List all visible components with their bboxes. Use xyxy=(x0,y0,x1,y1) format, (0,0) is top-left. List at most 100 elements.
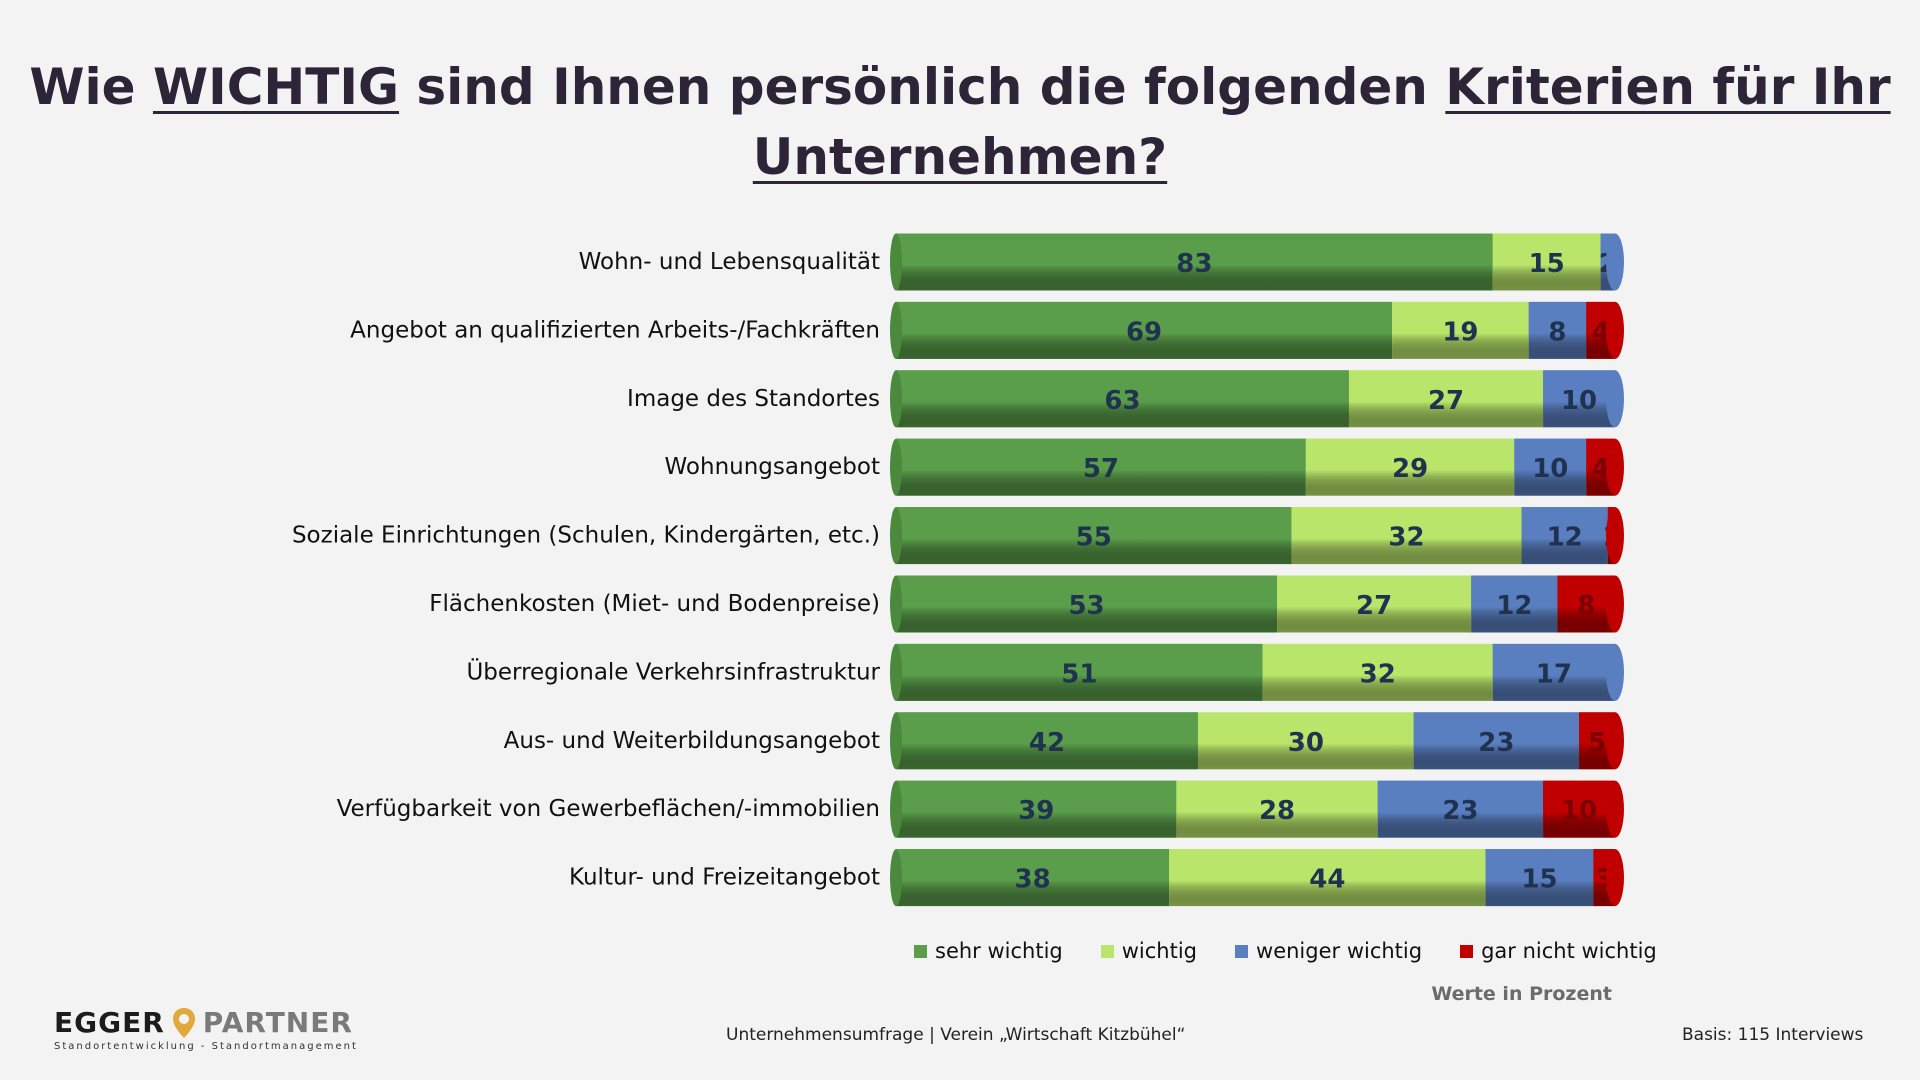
data-label: 15 xyxy=(1529,249,1565,279)
bar-end-cap xyxy=(1606,712,1624,770)
bar-end-cap xyxy=(1606,301,1624,359)
bar-segment-shade xyxy=(896,301,1393,359)
bar-segment-shade xyxy=(1392,301,1529,359)
bar-segment-shade xyxy=(1492,233,1601,291)
bar-segment-shade xyxy=(896,507,1292,565)
title-text-2: sind Ihnen persönlich die folgenden xyxy=(399,58,1446,116)
legend-swatch-gar-nicht-wichtig xyxy=(1460,944,1474,958)
legend-label-wichtig: wichtig xyxy=(1121,939,1198,963)
data-label: 17 xyxy=(1536,659,1572,689)
data-label: 32 xyxy=(1388,523,1424,553)
bar-segment-shade xyxy=(1291,507,1522,565)
data-label: 51 xyxy=(1061,659,1097,689)
data-label: 23 xyxy=(1478,728,1514,758)
bar-segment-shade xyxy=(896,575,1278,633)
category-label: Flächenkosten (Miet- und Bodenpreise) xyxy=(429,591,880,617)
bar-segment-shade xyxy=(1543,780,1615,838)
category-label: Überregionale Verkehrsinfrastruktur xyxy=(466,657,880,685)
title-line-2: Unternehmen? xyxy=(0,122,1920,192)
title-emphasis-wichtig: WICHTIG xyxy=(152,58,399,116)
bar-start-cap xyxy=(890,712,902,770)
bar-segment-shade xyxy=(1514,438,1587,496)
category-label: Aus- und Weiterbildungsangebot xyxy=(504,728,880,754)
data-label: 44 xyxy=(1309,865,1345,895)
title-text-1: Wie xyxy=(29,58,153,116)
legend-label-gar-nicht-wichtig: gar nicht wichtig xyxy=(1481,939,1657,963)
data-label: 15 xyxy=(1521,865,1557,895)
data-label: 10 xyxy=(1532,454,1568,484)
data-label: 63 xyxy=(1104,386,1140,416)
data-label: 19 xyxy=(1442,317,1478,347)
legend-item-weniger-wichtig: weniger wichtig xyxy=(1235,939,1422,963)
bar-end-cap xyxy=(1606,438,1624,496)
logo-wordmark: EGGER PARTNER xyxy=(54,1006,358,1039)
category-label: Soziale Einrichtungen (Schulen, Kindergä… xyxy=(292,523,880,549)
bar-segment-shade xyxy=(1528,301,1587,359)
bar-end-cap xyxy=(1606,575,1624,633)
bar-segment-shade xyxy=(1377,780,1544,838)
bar-start-cap xyxy=(890,780,902,838)
footer-survey: Unternehmensumfrage | Verein „Wirtschaft… xyxy=(726,1025,1186,1045)
bar-segment-shade xyxy=(1169,849,1486,907)
category-label: Wohnungsangebot xyxy=(665,454,880,480)
unit-note: Werte in Prozent xyxy=(1431,983,1612,1005)
data-label: 8 xyxy=(1548,317,1566,347)
category-label: Image des Standortes xyxy=(627,386,880,412)
data-label: 10 xyxy=(1561,386,1597,416)
logo-name-left: EGGER xyxy=(54,1006,165,1039)
title-line-1: Wie WICHTIG sind Ihnen persönlich die fo… xyxy=(0,52,1920,122)
legend-item-wichtig: wichtig xyxy=(1100,939,1198,963)
bar-segment-shade xyxy=(896,438,1306,496)
legend-swatch-wichtig xyxy=(1100,944,1114,958)
bar-segment-shade xyxy=(1262,643,1493,701)
bar-end-cap xyxy=(1606,370,1624,428)
footer-basis: Basis: 115 Interviews xyxy=(1682,1025,1864,1045)
logo-tagline: Standortentwicklung - Standortmanagement xyxy=(54,1041,358,1052)
data-label: 5 xyxy=(1588,728,1606,758)
category-label: Angebot an qualifizierten Arbeits-/Fachk… xyxy=(350,317,880,343)
legend-swatch-weniger-wichtig xyxy=(1235,944,1249,958)
bar-segment-shade xyxy=(1557,575,1615,633)
bar-segment-shade xyxy=(896,370,1349,428)
bar-end-cap xyxy=(1606,780,1624,838)
stacked-bar-chart: Wohn- und Lebensqualität83152Angebot an … xyxy=(292,233,1624,907)
bar-segment-shade xyxy=(896,849,1170,907)
legend-item-sehr-wichtig: sehr wichtig xyxy=(914,939,1063,963)
data-label: 83 xyxy=(1176,249,1212,279)
bar-segment-shade xyxy=(1348,370,1544,428)
bar-segment-shade xyxy=(896,712,1198,770)
data-label: 53 xyxy=(1068,591,1104,621)
bar-end-cap xyxy=(1606,233,1624,291)
bar-end-cap xyxy=(1606,507,1624,565)
data-label: 42 xyxy=(1029,728,1065,758)
bar-segment-shade xyxy=(1176,780,1378,838)
bar-segment-shade xyxy=(1543,370,1615,428)
data-label: 30 xyxy=(1288,728,1324,758)
data-label: 4 xyxy=(1592,317,1610,347)
category-label: Kultur- und Freizeitangebot xyxy=(569,865,880,891)
bar-segment-shade xyxy=(1197,712,1414,770)
data-label: 57 xyxy=(1083,454,1119,484)
bar-start-cap xyxy=(890,301,902,359)
data-label: 4 xyxy=(1592,454,1610,484)
data-label: 55 xyxy=(1076,523,1112,553)
bar-segment-shade xyxy=(896,233,1493,291)
data-label: 29 xyxy=(1392,454,1428,484)
chart-legend: sehr wichtig wichtig weniger wichtig gar… xyxy=(914,936,1657,966)
title-emphasis-unternehmen: Unternehmen? xyxy=(752,128,1168,186)
bar-start-cap xyxy=(890,438,902,496)
bar-end-cap xyxy=(1606,643,1624,701)
company-logo: EGGER PARTNER Standortentwicklung - Stan… xyxy=(54,1006,358,1052)
data-label: 27 xyxy=(1356,591,1392,621)
category-label: Wohn- und Lebensqualität xyxy=(579,249,880,275)
bar-segment-shade xyxy=(1471,575,1558,633)
bar-segment-shade xyxy=(1521,507,1608,565)
category-label: Verfügbarkeit von Gewerbeflächen/-immobi… xyxy=(337,796,880,822)
legend-swatch-sehr-wichtig xyxy=(914,944,927,958)
chart-title: Wie WICHTIG sind Ihnen persönlich die fo… xyxy=(0,52,1920,192)
data-label: 69 xyxy=(1126,317,1162,347)
bar-start-cap xyxy=(890,233,902,291)
bar-segment-shade xyxy=(1492,643,1615,701)
bar-segment-shade xyxy=(1277,575,1472,633)
